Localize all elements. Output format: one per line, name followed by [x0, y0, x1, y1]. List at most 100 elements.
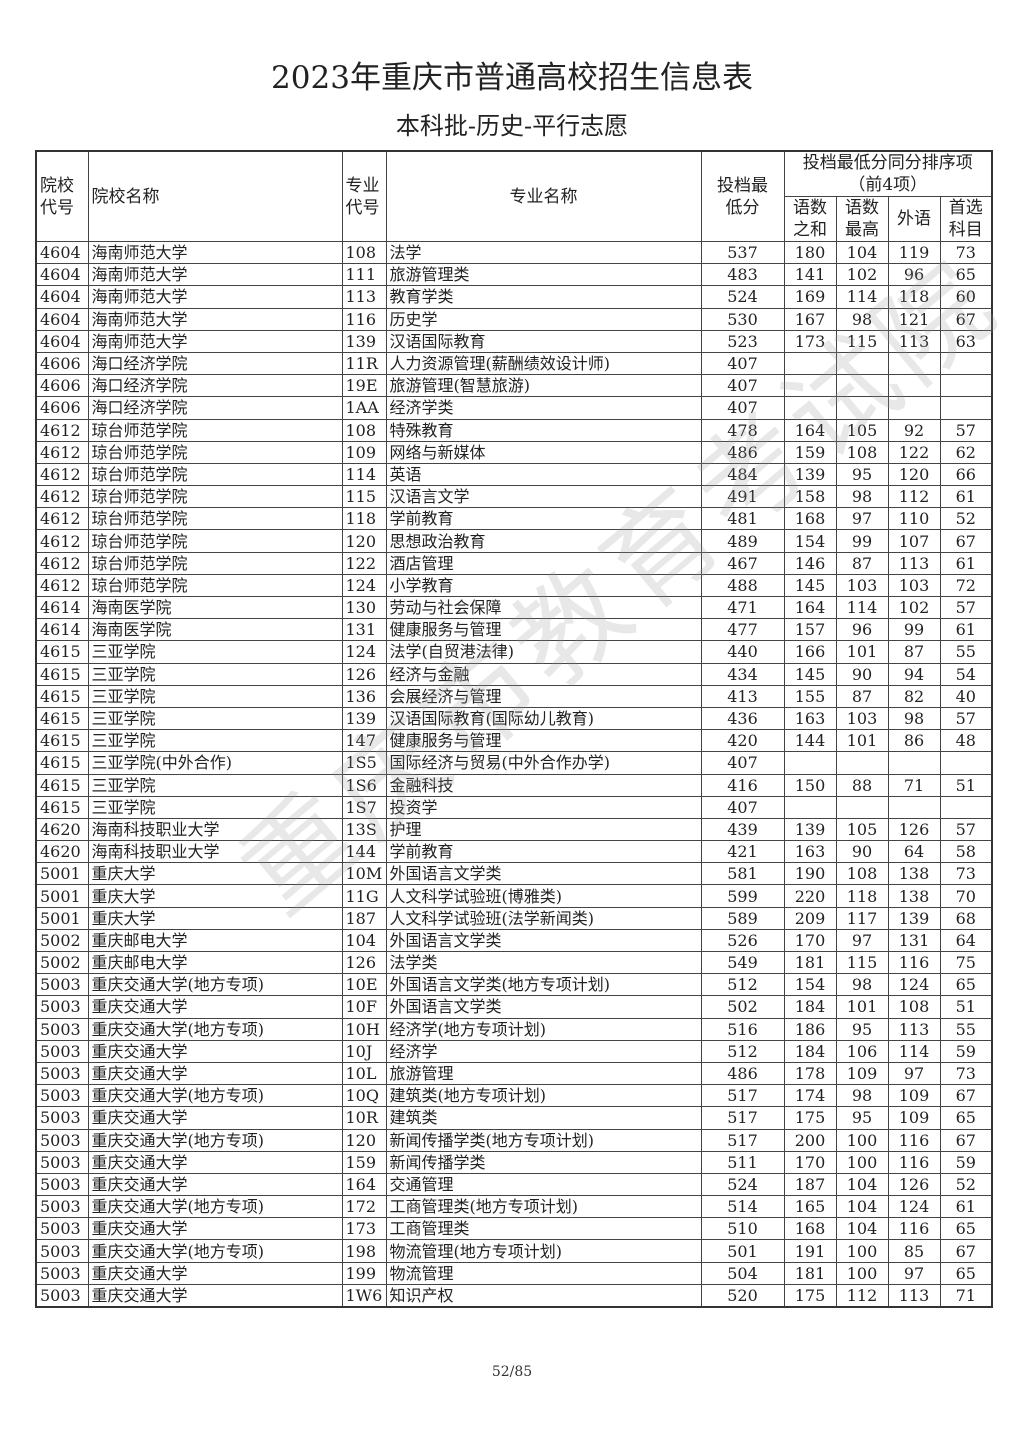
table-row: 4614 海南医学院 131 健康服务与管理 477 157 96 99 61 — [35, 618, 993, 642]
cell-tb4: 66 — [939, 462, 993, 487]
table-row: 5003 重庆交通大学 164 交通管理 524 187 104 126 52 — [35, 1172, 993, 1197]
cell-tb2: 112 — [835, 1283, 889, 1308]
cell-major-name: 英语 — [385, 462, 702, 487]
cell-major-name: 外国语言文学类 — [385, 862, 702, 886]
cell-major-name: 经济学 — [385, 1039, 702, 1063]
cell-school-code: 4615 — [35, 773, 89, 797]
cell-min-score: 416 — [700, 773, 785, 797]
table-row: 5003 重庆交通大学 199 物流管理 504 181 100 97 65 — [35, 1261, 993, 1285]
cell-tb3 — [887, 351, 941, 376]
cell-tb2: 104 — [835, 240, 889, 265]
cell-tb1: 178 — [783, 1061, 837, 1086]
cell-min-score: 502 — [700, 995, 785, 1019]
cell-tb4: 68 — [939, 906, 993, 930]
cell-tb3: 116 — [887, 1217, 941, 1241]
cell-school-code: 4615 — [35, 706, 89, 731]
header-major-name: 专业名称 — [385, 150, 702, 242]
cell-school-name: 三亚学院 — [87, 729, 343, 753]
cell-school-name: 琼台师范学院 — [87, 485, 343, 509]
cell-tb3: 96 — [887, 263, 941, 287]
cell-tb2: 105 — [835, 418, 889, 442]
cell-major-name: 知识产权 — [385, 1283, 702, 1308]
cell-major-code: 126 — [341, 662, 387, 686]
table-row: 4606 海口经济学院 19E 旅游管理(智慧旅游) 407 — [35, 374, 993, 398]
cell-tb2: 102 — [835, 263, 889, 287]
cell-major-name: 网络与新媒体 — [385, 440, 702, 464]
cell-major-name: 思想政治教育 — [385, 529, 702, 553]
cell-tb1: 164 — [783, 418, 837, 442]
cell-tb3: 94 — [887, 662, 941, 686]
cell-school-name: 重庆交通大学(地方专项) — [87, 1239, 343, 1263]
cell-min-score: 510 — [700, 1217, 785, 1241]
cell-school-name: 重庆交通大学(地方专项) — [87, 1017, 343, 1041]
cell-min-score: 524 — [700, 1172, 785, 1197]
cell-min-score: 483 — [700, 263, 785, 287]
cell-tb2 — [835, 795, 889, 819]
cell-major-code: 1S7 — [341, 795, 387, 819]
cell-major-code: 109 — [341, 440, 387, 464]
cell-major-name: 工商管理类(地方专项计划) — [385, 1195, 702, 1219]
table-row: 4615 三亚学院 126 经济与金融 434 145 90 94 54 — [35, 662, 993, 686]
cell-tb2: 109 — [835, 1061, 889, 1086]
table-row: 4615 三亚学院(中外合作) 1S5 国际经济与贸易(中外合作办学) 407 — [35, 751, 993, 775]
cell-tb3: 138 — [887, 884, 941, 908]
cell-school-name: 重庆大学 — [87, 906, 343, 930]
cell-school-name: 重庆交通大学 — [87, 1261, 343, 1285]
header-tb3: 外语 — [887, 196, 941, 242]
cell-tb4: 63 — [939, 329, 993, 353]
table-row: 5003 重庆交通大学(地方专项) 10E 外国语言文学类(地方专项计划) 512 154… — [35, 973, 993, 997]
cell-tb3: 120 — [887, 462, 941, 487]
cell-major-code: 159 — [341, 1150, 387, 1174]
cell-tb1: 175 — [783, 1283, 837, 1308]
page-title: 2023年重庆市普通高校招生信息表 — [271, 60, 753, 96]
cell-major-name: 健康服务与管理 — [385, 618, 702, 642]
table-row: 5003 重庆交通大学(地方专项) 10Q 建筑类(地方专项计划) 517 174 98 10… — [35, 1084, 993, 1108]
cell-tb4: 72 — [939, 573, 993, 598]
cell-major-name: 健康服务与管理 — [385, 729, 702, 753]
cell-min-score: 477 — [700, 618, 785, 642]
cell-tb4: 65 — [939, 263, 993, 287]
cell-tb2: 95 — [835, 1106, 889, 1130]
cell-major-code: 115 — [341, 485, 387, 509]
cell-tb3: 112 — [887, 485, 941, 509]
cell-major-name: 汉语言文学 — [385, 485, 702, 509]
cell-major-name: 新闻传播学类(地方专项计划) — [385, 1128, 702, 1152]
cell-school-code: 5001 — [35, 884, 89, 908]
table-row: 4612 琼台师范学院 108 特殊教育 478 164 105 92 57 — [35, 418, 993, 442]
cell-major-name: 外国语言文学类 — [385, 928, 702, 953]
cell-tb4: 52 — [939, 507, 993, 531]
cell-tb2: 104 — [835, 1195, 889, 1219]
cell-school-code: 4612 — [35, 440, 89, 464]
cell-school-name: 重庆交通大学 — [87, 1217, 343, 1241]
cell-min-score: 501 — [700, 1239, 785, 1263]
cell-major-name: 旅游管理类 — [385, 263, 702, 287]
cell-school-code: 4620 — [35, 840, 89, 864]
cell-school-name: 重庆交通大学(地方专项) — [87, 1084, 343, 1108]
cell-tb1: 170 — [783, 1150, 837, 1174]
cell-school-code: 5003 — [35, 1195, 89, 1219]
cell-tb3: 108 — [887, 995, 941, 1019]
cell-tb2: 87 — [835, 551, 889, 575]
cell-tb1: 165 — [783, 1195, 837, 1219]
cell-major-name: 交通管理 — [385, 1172, 702, 1197]
cell-major-name: 投资学 — [385, 795, 702, 819]
cell-tb1: 139 — [783, 462, 837, 487]
cell-tb3: 116 — [887, 1150, 941, 1174]
cell-tb3: 126 — [887, 1172, 941, 1197]
table-row: 5003 重庆交通大学 173 工商管理类 510 168 104 116 65 — [35, 1217, 993, 1241]
cell-min-score: 434 — [700, 662, 785, 686]
cell-tb2: 115 — [835, 950, 889, 975]
cell-tb2: 98 — [835, 973, 889, 997]
cell-major-code: 10L — [341, 1061, 387, 1086]
cell-school-name: 海南科技职业大学 — [87, 817, 343, 842]
table-row: 4612 琼台师范学院 115 汉语言文学 491 158 98 112 61 — [35, 485, 993, 509]
cell-school-name: 海口经济学院 — [87, 396, 343, 420]
cell-tb3: 82 — [887, 684, 941, 708]
cell-major-code: 120 — [341, 1128, 387, 1152]
cell-school-name: 海南医学院 — [87, 595, 343, 620]
table-row: 4615 三亚学院 1S7 投资学 407 — [35, 795, 993, 819]
table-row: 4604 海南师范大学 139 汉语国际教育 523 173 115 113 63 — [35, 329, 993, 353]
cell-min-score: 484 — [700, 462, 785, 487]
cell-min-score: 471 — [700, 595, 785, 620]
cell-tb4 — [939, 795, 993, 819]
